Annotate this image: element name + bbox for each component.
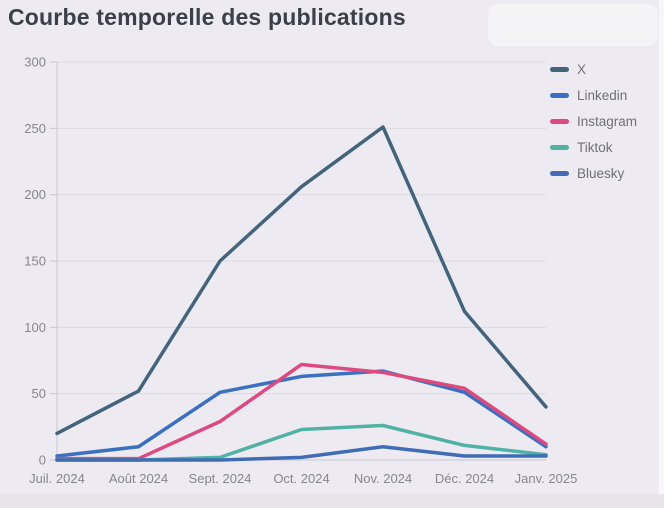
y-axis-label: 250 xyxy=(24,121,46,136)
y-axis-label: 0 xyxy=(39,453,46,468)
window-bottom-edge xyxy=(0,494,664,508)
chart-title: Courbe temporelle des publications xyxy=(8,4,406,30)
y-axis-label: 50 xyxy=(32,386,46,401)
legend-item-instagram[interactable]: Instagram xyxy=(550,112,637,130)
legend-label: X xyxy=(577,61,587,77)
legend-swatch-x xyxy=(550,66,569,72)
x-axis-label: Sept. 2024 xyxy=(189,471,252,486)
legend-item-x[interactable]: X xyxy=(550,60,637,78)
x-axis-label: Oct. 2024 xyxy=(273,471,329,486)
legend-swatch-instagram xyxy=(550,118,569,124)
x-axis-label: Août 2024 xyxy=(109,471,168,486)
legend-swatch-linkedin xyxy=(550,92,569,98)
series-line-instagram xyxy=(55,362,548,461)
x-axis-label: Juil. 2024 xyxy=(29,471,85,486)
y-axis-label: 150 xyxy=(24,254,46,269)
y-axis-label: 300 xyxy=(24,55,46,70)
x-axis-label: Déc. 2024 xyxy=(435,471,494,486)
x-axis-label: Nov. 2024 xyxy=(354,471,412,486)
legend-item-linkedin[interactable]: Linkedin xyxy=(550,86,637,104)
legend-swatch-bluesky xyxy=(550,170,569,176)
y-axis-label: 200 xyxy=(24,187,46,202)
legend-label: Tiktok xyxy=(577,139,613,155)
legend-label: Instagram xyxy=(577,113,638,129)
legend-swatch-tiktok xyxy=(550,144,569,150)
chart-legend: X Linkedin Instagram Tiktok Bluesky xyxy=(550,60,637,182)
series-line-linkedin xyxy=(55,369,548,458)
y-axis-label: 100 xyxy=(24,320,46,335)
series-line-bluesky xyxy=(55,444,548,462)
legend-label: Bluesky xyxy=(577,165,625,181)
top-right-panel-glare xyxy=(488,4,658,46)
legend-item-bluesky[interactable]: Bluesky xyxy=(550,164,637,182)
x-axis-label: Janv. 2025 xyxy=(515,471,578,486)
panel-right-edge xyxy=(659,0,664,508)
series-line-x xyxy=(55,125,548,436)
legend-item-tiktok[interactable]: Tiktok xyxy=(550,138,637,156)
legend-label: Linkedin xyxy=(577,87,628,103)
